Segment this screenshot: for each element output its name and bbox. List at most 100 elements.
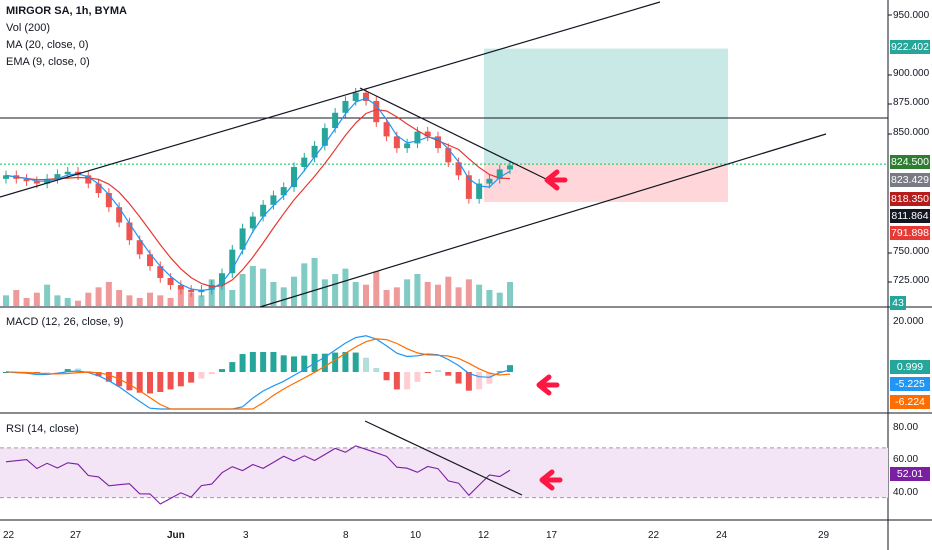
candle-body	[507, 165, 513, 170]
candle-body	[311, 145, 318, 158]
volume-bar	[342, 268, 349, 306]
macd-histogram-bar	[404, 372, 411, 390]
candle-body	[188, 289, 195, 293]
volume-bar	[291, 276, 297, 306]
candle-body	[496, 169, 503, 179]
x-tick: 27	[70, 530, 82, 541]
ma-line	[5, 108, 511, 288]
x-tick: 24	[716, 530, 728, 541]
candle-body	[352, 92, 359, 101]
candle-body	[219, 273, 225, 286]
candle-body	[239, 228, 246, 250]
macd-histogram-bar	[321, 353, 328, 372]
stop-zone	[484, 164, 728, 202]
macd-histogram-bar	[219, 369, 225, 372]
candle-body	[280, 187, 287, 196]
candle-body	[414, 131, 421, 144]
candle-body	[229, 249, 236, 274]
volume-bar	[393, 287, 400, 306]
candle-body	[116, 207, 123, 223]
volume-bar	[249, 266, 256, 306]
macd-histogram-bar	[465, 372, 472, 391]
macd-histogram-bar	[332, 352, 339, 372]
volume-bar	[85, 292, 92, 306]
volume-bar	[465, 279, 472, 306]
volume-bar	[301, 263, 308, 306]
volume-bar	[75, 300, 81, 306]
arrow-macd	[536, 374, 560, 396]
rsi-y-tick: 40.00	[893, 487, 919, 498]
macd-histogram-bar	[64, 369, 71, 372]
price-tag-entry: 824.500	[890, 155, 930, 169]
rsi-y-tick: 60.00	[893, 454, 919, 465]
volume-bar	[435, 284, 441, 306]
x-tick: 8	[343, 530, 349, 541]
candle-body	[465, 175, 472, 199]
volume-bar	[373, 271, 380, 306]
candle-body	[167, 277, 174, 286]
volume-bar	[363, 284, 369, 306]
volume-bar	[54, 295, 61, 306]
rsi-trend-line	[364, 420, 523, 496]
volume-bar	[260, 268, 267, 306]
macd-histogram-bar	[352, 352, 359, 372]
volume-bar	[445, 276, 452, 306]
candle-body	[301, 157, 308, 168]
macd-histogram-bar	[198, 372, 205, 379]
rsi-y-tick: 80.00	[893, 422, 919, 433]
candle-body	[157, 266, 164, 278]
y-tick: 750.000	[893, 246, 930, 257]
macd-histogram-bar	[147, 372, 153, 394]
y-tick: 875.000	[893, 97, 930, 108]
volume-bar	[229, 290, 236, 306]
macd-histogram-bar	[476, 372, 483, 390]
candle-body	[249, 216, 256, 229]
volume-bar	[404, 279, 411, 306]
candle-body	[177, 285, 184, 290]
volume-bar	[311, 258, 318, 306]
candle-body	[476, 183, 483, 199]
rsi-tag: 52.01	[890, 467, 930, 481]
x-tick: 22	[3, 530, 15, 541]
macd-tag-signal: -6.224	[890, 395, 930, 409]
volume-bar	[383, 290, 390, 306]
candle-body	[445, 148, 452, 163]
volume-bar	[321, 279, 328, 306]
volume-bar	[167, 298, 174, 306]
candle-body	[383, 122, 390, 137]
volume-bar	[188, 292, 195, 306]
volume-bar	[116, 290, 123, 306]
macd-histogram-bar	[496, 371, 503, 373]
macd-histogram-bar	[95, 372, 102, 377]
x-tick: Jun	[167, 530, 185, 541]
volume-bar	[239, 274, 246, 306]
macd-histogram-bar	[363, 357, 369, 372]
volume-bar	[13, 290, 20, 306]
volume-bar	[136, 298, 143, 306]
macd-histogram-bar	[414, 372, 421, 382]
ema-line	[5, 97, 511, 292]
x-tick: 22	[648, 530, 660, 541]
volume-bar	[476, 284, 483, 306]
macd-histogram-bar	[393, 372, 400, 390]
candle-body	[260, 204, 267, 217]
candle-body	[208, 285, 215, 290]
macd-histogram-bar	[54, 372, 61, 373]
x-tick: 17	[546, 530, 558, 541]
x-tick: 3	[243, 530, 249, 541]
x-tick: 12	[478, 530, 490, 541]
candle-body	[404, 143, 411, 149]
candle-body	[435, 136, 441, 149]
volume-bar	[147, 292, 153, 306]
arrow-main	[544, 169, 568, 191]
y-tick: 900.000	[893, 68, 930, 79]
indicator-ma-label: MA (20, close, 0)	[6, 39, 89, 51]
volume-bar	[352, 282, 359, 306]
price-tag-ma: 818.350	[890, 192, 930, 206]
macd-tag-macd: -5.225	[890, 377, 930, 391]
volume-bar	[126, 295, 133, 306]
chart-title: MIRGOR SA, 1h, BYMA	[6, 5, 128, 17]
macd-histogram-bar	[177, 372, 184, 387]
volume-bar	[44, 284, 51, 306]
